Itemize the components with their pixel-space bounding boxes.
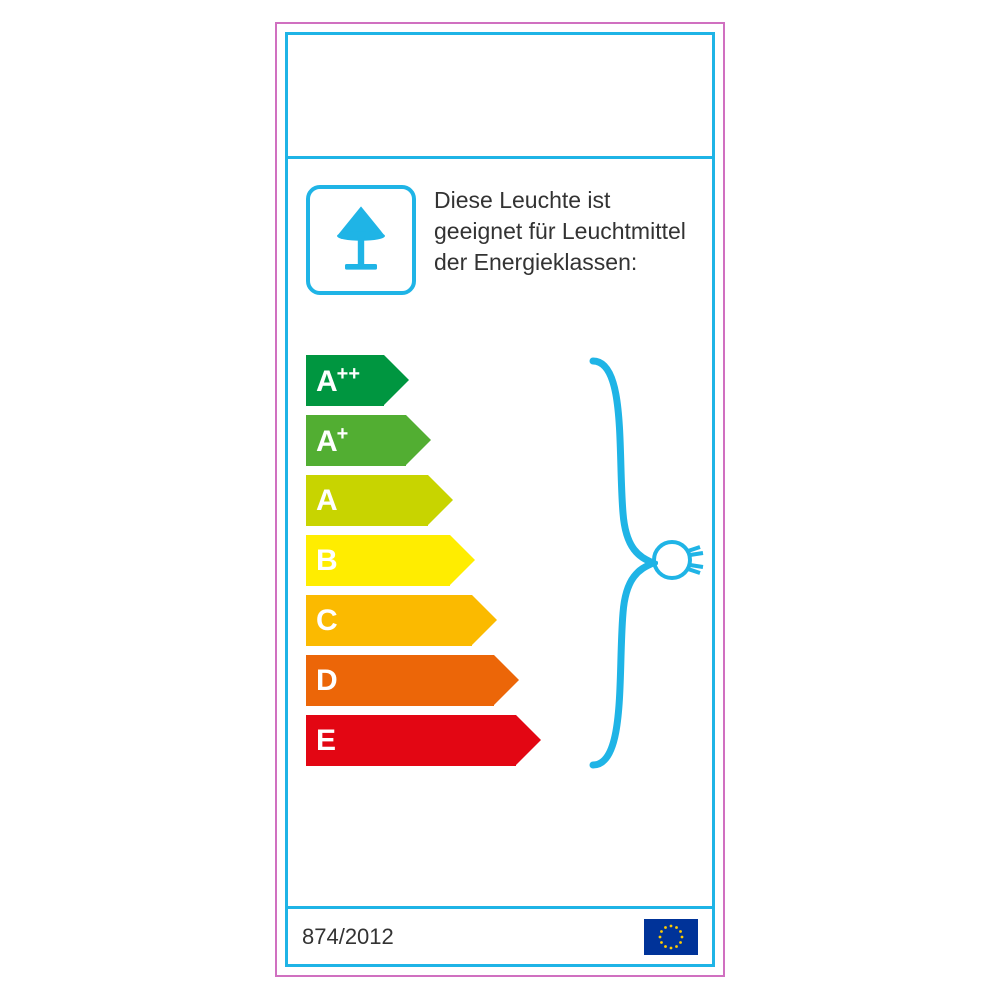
energy-label: Diese Leuchte ist geeignet für Leuchtmit…: [275, 22, 725, 977]
energy-bar-A+: A+: [306, 415, 566, 466]
header-blank: [288, 35, 712, 159]
lamp-icon: [321, 200, 401, 280]
bar-label: A+: [306, 423, 348, 459]
energy-bar-C: C: [306, 595, 566, 646]
energy-bar-E: E: [306, 715, 566, 766]
bar-label: C: [306, 604, 337, 638]
energy-bar-B: B: [306, 535, 566, 586]
info-row: Diese Leuchte ist geeignet für Leuchtmit…: [306, 185, 694, 295]
bar-label: A: [306, 484, 337, 518]
energy-bars: A++ A+ ABCDE: [306, 355, 566, 775]
info-text: Diese Leuchte ist geeignet für Leuchtmit…: [434, 185, 686, 278]
bar-label: E: [306, 724, 335, 758]
footer: 874/2012: [288, 906, 712, 964]
lamp-icon-box: [306, 185, 416, 295]
info-line-2: geeignet für Leuchtmittel: [434, 218, 686, 244]
info-line-1: Diese Leuchte ist: [434, 187, 610, 213]
eu-flag-icon: [644, 919, 698, 955]
inner-border: Diese Leuchte ist geeignet für Leuchtmit…: [285, 32, 715, 967]
bar-label: B: [306, 544, 337, 578]
energy-bar-A++: A++: [306, 355, 566, 406]
regulation-number: 874/2012: [302, 924, 394, 950]
bulb-icon: [648, 525, 708, 595]
energy-bar-D: D: [306, 655, 566, 706]
info-line-3: der Energieklassen:: [434, 249, 637, 275]
bar-label: A++: [306, 363, 360, 399]
bar-label: D: [306, 664, 337, 698]
energy-bar-A: A: [306, 475, 566, 526]
